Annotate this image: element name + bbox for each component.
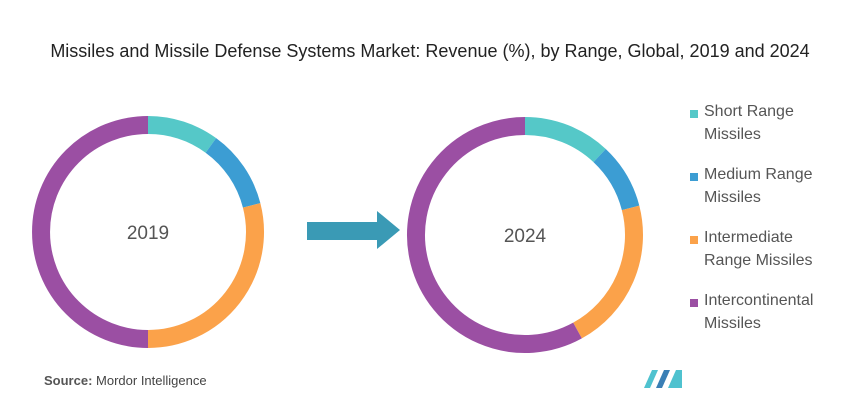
- legend-label: Intercontinental Missiles: [704, 292, 814, 332]
- donut-segment: [147, 116, 217, 153]
- source-label: Source:: [44, 373, 93, 388]
- legend-label: Intermediate Range Missiles: [704, 229, 813, 269]
- center-label: 2019: [127, 223, 169, 244]
- donut-segment: [32, 116, 149, 348]
- donut-segment: [205, 138, 261, 208]
- donut-segment: [572, 205, 643, 339]
- donut-segment: [524, 117, 606, 163]
- legend-swatch: [690, 299, 698, 307]
- logo: [644, 370, 682, 388]
- source: Source: Mordor Intelligence: [44, 373, 207, 388]
- legend-label: Medium Range Missiles: [704, 166, 813, 206]
- source-text: Mordor Intelligence: [96, 373, 207, 388]
- legend-swatch: [690, 173, 698, 181]
- legend-swatch: [690, 236, 698, 244]
- donut-segment: [593, 148, 640, 211]
- donut-segment: [147, 203, 264, 348]
- legend-label: Short Range Missiles: [704, 103, 794, 143]
- chart-title: Missiles and Missile Defense Systems Mar…: [50, 41, 810, 61]
- donut-segment: [407, 117, 582, 353]
- center-label: 2024: [504, 226, 547, 247]
- legend-swatch: [690, 110, 698, 118]
- arrow: [307, 211, 400, 249]
